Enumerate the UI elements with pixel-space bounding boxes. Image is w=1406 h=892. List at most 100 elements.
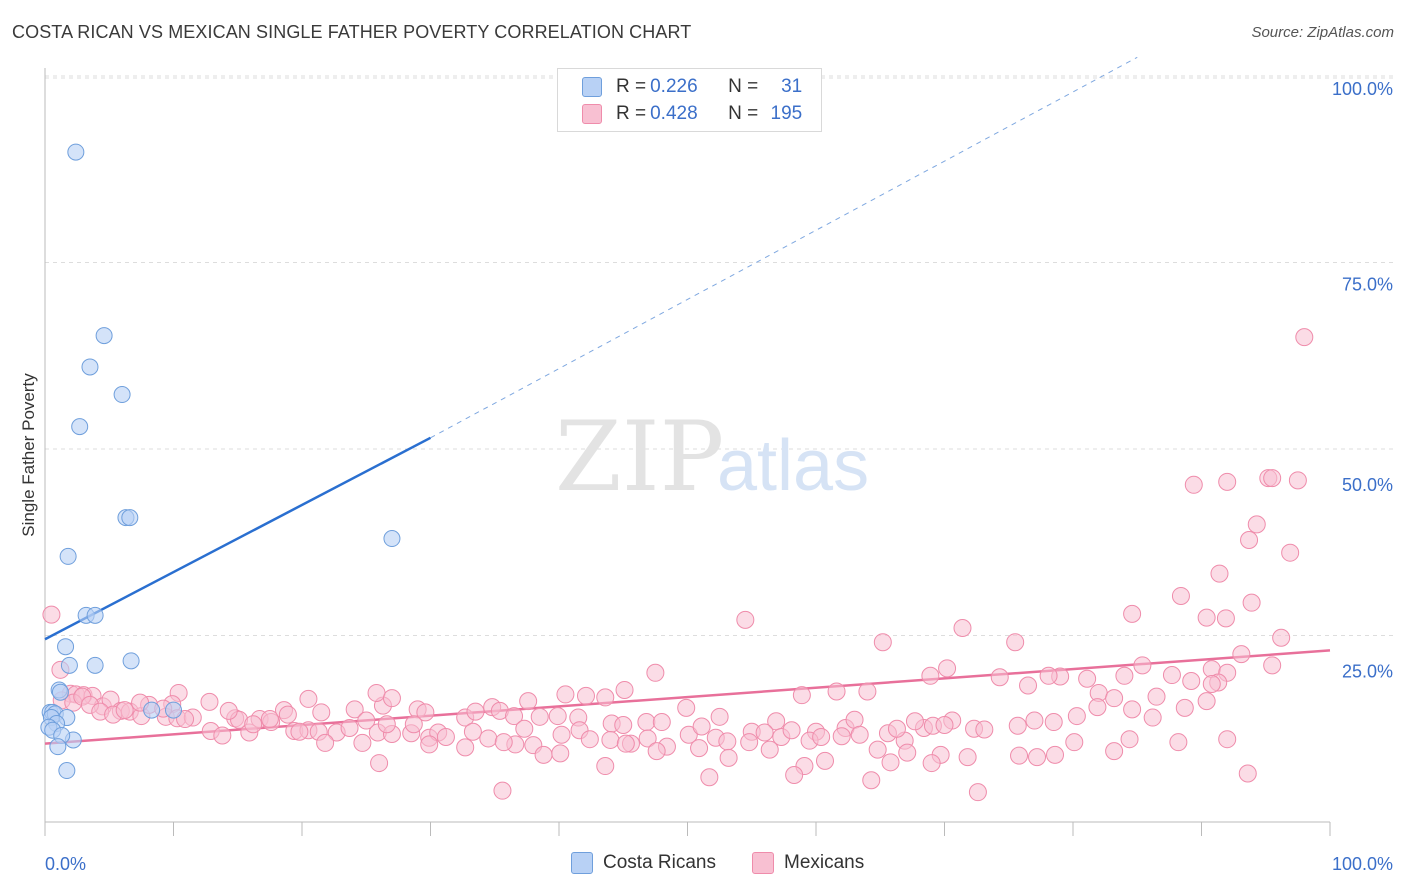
mexican-point xyxy=(1184,475,1203,494)
mexican-point xyxy=(1025,711,1044,730)
series-costa-ricans xyxy=(40,143,401,780)
mexican-point xyxy=(479,729,498,748)
mexican-point xyxy=(290,722,309,741)
y-tick-label: 100.0% xyxy=(1332,79,1393,99)
mexican-point xyxy=(898,743,917,762)
mexican-point xyxy=(677,698,696,717)
mexican-point xyxy=(1044,713,1063,732)
mexican-point xyxy=(968,783,987,802)
mexican-point xyxy=(530,707,549,726)
mexican-point xyxy=(200,692,219,711)
mexican-point xyxy=(1088,698,1107,717)
mexican-point xyxy=(638,729,657,748)
mexican-point xyxy=(436,727,455,746)
mexican-point xyxy=(922,754,941,773)
mexican-point xyxy=(881,753,900,772)
mexican-point xyxy=(299,689,318,708)
legend-item-mexicans[interactable]: Mexicans xyxy=(752,852,864,874)
mexican-point xyxy=(827,682,846,701)
trend-line-costa-ricans-extension xyxy=(430,56,1138,439)
mexican-point xyxy=(1078,669,1097,688)
r-label: R = xyxy=(616,76,647,97)
mexican-point xyxy=(1210,564,1229,583)
watermark-zip: ZIP xyxy=(555,401,724,513)
mexican-point xyxy=(646,663,665,682)
mexican-point xyxy=(370,754,389,773)
costa-rican-point xyxy=(165,701,182,719)
mexicans-legend-swatch xyxy=(752,852,774,874)
mexican-point xyxy=(505,707,524,726)
mexican-point xyxy=(420,735,439,754)
mexican-point xyxy=(692,717,711,736)
mexican-point xyxy=(1218,472,1237,491)
mexican-point xyxy=(382,689,401,708)
costa-rican-point xyxy=(81,358,99,376)
chart-title: COSTA RICAN VS MEXICAN SINGLE FATHER POV… xyxy=(12,22,692,42)
r-value: 0.428 xyxy=(650,103,698,124)
legend-row-mexicans: R = 0.428 N = 195 xyxy=(582,102,802,126)
legend-label-mexicans: Mexicans xyxy=(784,852,865,873)
mexican-point xyxy=(1147,687,1166,706)
mexican-point xyxy=(1247,515,1266,534)
mexican-point xyxy=(1263,656,1282,675)
mexican-point xyxy=(278,705,297,724)
costa-rican-point xyxy=(51,683,69,701)
mexican-point xyxy=(1218,730,1237,749)
mexican-point xyxy=(858,682,877,701)
mexican-point xyxy=(1169,733,1188,752)
mexican-point xyxy=(1216,609,1235,628)
mexican-point xyxy=(647,742,666,761)
mexican-point xyxy=(548,707,567,726)
grid-lines xyxy=(45,75,1395,636)
r-label: R = xyxy=(616,103,647,124)
mexican-point xyxy=(176,710,195,729)
mexican-point xyxy=(312,703,331,722)
costa-ricans-swatch xyxy=(582,77,602,97)
mexican-point xyxy=(615,680,634,699)
tick-labels: 25.0% 50.0% 75.0% 100.0% 0.0% 100.0% xyxy=(45,79,1393,874)
mexican-point xyxy=(921,666,940,685)
costa-ricans-legend-swatch xyxy=(571,852,593,874)
mexican-point xyxy=(785,766,804,785)
mexican-point xyxy=(1039,666,1058,685)
costa-rican-point xyxy=(59,547,77,565)
mexican-point xyxy=(868,740,887,759)
mexican-point xyxy=(614,716,633,735)
mexican-point xyxy=(832,727,851,746)
mexican-point xyxy=(1171,586,1190,605)
n-value: 195 xyxy=(770,103,803,124)
mexican-point xyxy=(1295,328,1314,347)
costa-rican-point xyxy=(121,509,139,527)
costa-rican-point xyxy=(58,762,76,780)
mexican-point xyxy=(494,733,513,752)
mexican-point xyxy=(935,716,954,735)
legend-item-costa-ricans[interactable]: Costa Ricans xyxy=(571,852,716,874)
mexican-point xyxy=(1006,633,1025,652)
series-mexicans xyxy=(42,328,1314,802)
mexican-point xyxy=(1019,676,1038,695)
mexican-point xyxy=(377,715,396,734)
mexican-point xyxy=(1065,733,1084,752)
costa-rican-point xyxy=(383,530,401,548)
mexican-point xyxy=(551,744,570,763)
mexican-point xyxy=(1272,628,1291,647)
mexican-point xyxy=(719,748,738,767)
mexican-point xyxy=(1182,672,1201,691)
legend-label-costa-ricans: Costa Ricans xyxy=(603,852,716,873)
mexican-point xyxy=(1115,666,1134,685)
mexican-point xyxy=(1105,742,1124,761)
mexicans-swatch xyxy=(582,104,602,124)
mexican-point xyxy=(219,701,238,720)
mexican-point xyxy=(736,610,755,629)
mexican-point xyxy=(515,719,534,738)
mexican-point xyxy=(1028,748,1047,767)
mexican-point xyxy=(244,715,263,734)
mexican-point xyxy=(416,703,435,722)
mexican-point xyxy=(115,701,134,720)
y-axis-label: Single Father Poverty xyxy=(19,373,38,537)
mexican-point xyxy=(1197,608,1216,627)
r-value: 0.226 xyxy=(650,76,698,97)
mexican-point xyxy=(1162,666,1181,685)
mexican-point xyxy=(456,738,475,757)
